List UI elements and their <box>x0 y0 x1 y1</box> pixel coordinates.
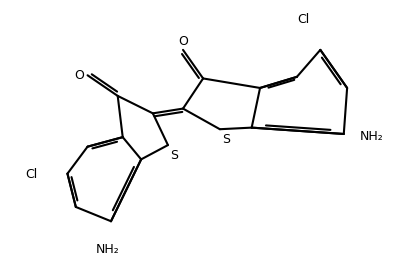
Text: NH₂: NH₂ <box>96 243 120 255</box>
Text: O: O <box>178 35 188 48</box>
Text: Cl: Cl <box>25 168 37 181</box>
Text: NH₂: NH₂ <box>359 130 384 143</box>
Text: Cl: Cl <box>297 13 310 26</box>
Text: O: O <box>74 69 84 82</box>
Text: S: S <box>222 133 230 146</box>
Text: S: S <box>170 149 178 162</box>
